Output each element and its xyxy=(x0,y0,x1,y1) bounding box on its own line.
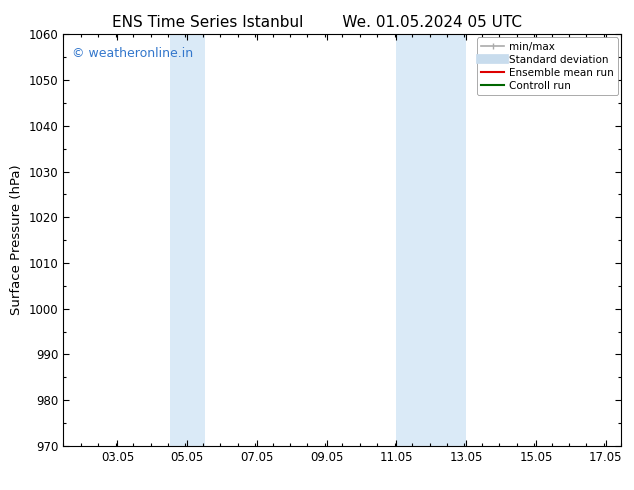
Bar xyxy=(396,34,466,446)
Y-axis label: Surface Pressure (hPa): Surface Pressure (hPa) xyxy=(10,165,23,316)
Text: © weatheronline.in: © weatheronline.in xyxy=(72,47,193,60)
Text: ENS Time Series Istanbul        We. 01.05.2024 05 UTC: ENS Time Series Istanbul We. 01.05.2024 … xyxy=(112,15,522,30)
Legend: min/max, Standard deviation, Ensemble mean run, Controll run: min/max, Standard deviation, Ensemble me… xyxy=(477,37,618,95)
Bar xyxy=(170,34,205,446)
